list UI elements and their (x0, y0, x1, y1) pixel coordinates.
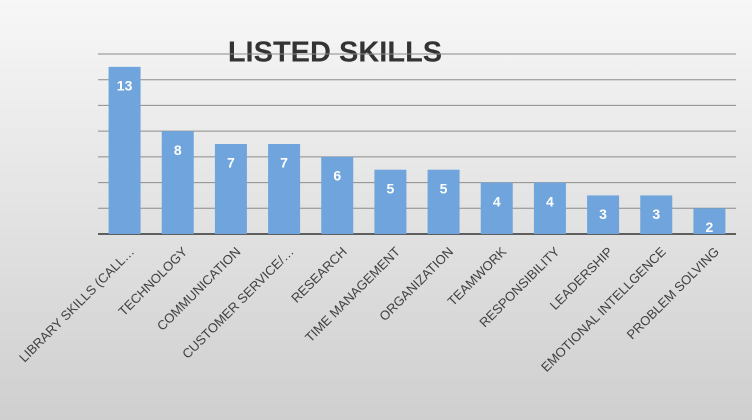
bar (533, 182, 566, 234)
data-label: 7 (227, 155, 235, 171)
bar (480, 182, 513, 234)
data-label: 7 (280, 155, 288, 171)
bar (374, 169, 407, 234)
data-label: 4 (546, 193, 554, 209)
bar (108, 66, 141, 234)
data-label: 8 (174, 142, 182, 158)
bar (268, 144, 301, 234)
data-label: 4 (493, 193, 501, 209)
data-label: 3 (599, 206, 607, 222)
bar (161, 131, 194, 234)
chart-title: LISTED SKILLS (228, 37, 442, 69)
data-label: 13 (117, 78, 133, 94)
bar (640, 195, 673, 234)
bar (321, 156, 354, 234)
data-label: 3 (652, 206, 660, 222)
bar (587, 195, 620, 234)
bar (693, 208, 726, 234)
data-label: 5 (387, 180, 395, 196)
data-label: 6 (333, 168, 341, 184)
data-label: 5 (440, 180, 448, 196)
bar (427, 169, 460, 234)
data-label: 2 (706, 219, 714, 235)
bar (214, 144, 247, 234)
